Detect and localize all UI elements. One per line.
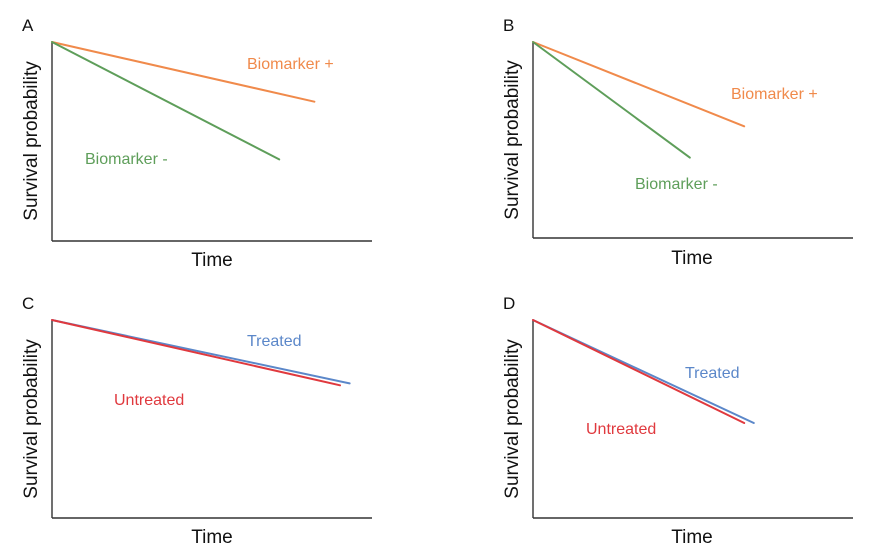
panel-label: A bbox=[22, 16, 34, 35]
series-line-biomarker-positive bbox=[532, 41, 746, 128]
series-label-treated: Treated bbox=[247, 333, 302, 350]
y-axis-title: Survival probability bbox=[502, 339, 523, 499]
series-line-biomarker-positive bbox=[51, 41, 316, 103]
series-label-biomarker-negative: Biomarker - bbox=[85, 151, 168, 168]
y-axis-title: Survival probability bbox=[21, 61, 42, 221]
series-line-untreated bbox=[532, 319, 746, 424]
panel-b: B Time Survival probability Biomarker + … bbox=[502, 16, 853, 269]
panel-label: B bbox=[503, 16, 514, 35]
series-line-untreated bbox=[51, 319, 341, 387]
panel-a: A Time Survival probability Biomarker + … bbox=[21, 16, 372, 271]
panel-c: C Time Survival probability Treated Untr… bbox=[21, 294, 372, 548]
x-axis-title: Time bbox=[671, 527, 713, 548]
x-axis-title: Time bbox=[671, 248, 713, 269]
y-axis-title: Survival probability bbox=[502, 60, 523, 220]
series-label-biomarker-positive: Biomarker + bbox=[731, 86, 818, 103]
x-axis-title: Time bbox=[191, 250, 233, 271]
series-label-untreated: Untreated bbox=[586, 421, 656, 438]
series-label-biomarker-negative: Biomarker - bbox=[635, 176, 718, 193]
series-label-biomarker-positive: Biomarker + bbox=[247, 56, 334, 73]
series-line-biomarker-negative bbox=[51, 41, 281, 161]
panel-d: D Time Survival probability Treated Untr… bbox=[502, 294, 853, 548]
y-axis-title: Survival probability bbox=[21, 339, 42, 499]
series-line-biomarker-negative bbox=[532, 41, 691, 159]
panel-label: C bbox=[22, 294, 34, 313]
series-label-untreated: Untreated bbox=[114, 392, 184, 409]
x-axis-title: Time bbox=[191, 527, 233, 548]
panel-label: D bbox=[503, 294, 515, 313]
series-label-treated: Treated bbox=[685, 365, 740, 382]
